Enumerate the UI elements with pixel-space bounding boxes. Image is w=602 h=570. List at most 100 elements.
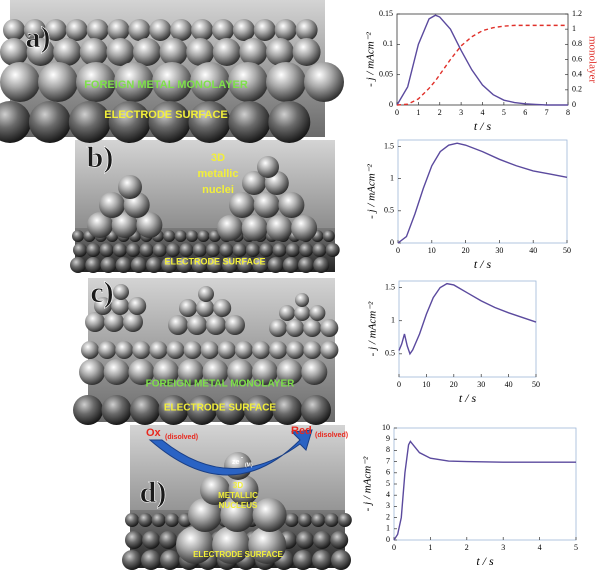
sphere (0, 101, 31, 143)
sphere (146, 257, 162, 273)
sphere (126, 243, 141, 257)
sphere (197, 230, 210, 242)
sphere (38, 62, 78, 102)
sphere (212, 19, 234, 41)
panel-label: b) (87, 141, 114, 174)
image-text: (M) (245, 462, 253, 468)
sphere (87, 212, 113, 238)
sphere (337, 513, 352, 527)
y2-axis-label: monolayer (586, 36, 598, 83)
y-tick-label: 0 (390, 238, 394, 247)
image-text: FOREIGN METAL MONOLAYER (84, 79, 248, 91)
sphere (215, 395, 246, 425)
sphere (298, 257, 314, 273)
x-tick-label: 10 (422, 380, 430, 389)
sphere (85, 257, 102, 273)
panel-label: c) (90, 276, 113, 309)
sphere (284, 513, 299, 527)
sphere (166, 341, 185, 359)
sphere (188, 498, 222, 532)
sphere (115, 341, 134, 359)
x-axis-label: t / s (474, 119, 492, 133)
sphere (122, 550, 142, 570)
sphere (112, 243, 127, 257)
sphere (158, 395, 189, 425)
y-tick-label: 6 (386, 468, 390, 477)
x-tick-label: 40 (505, 380, 513, 389)
sphere (217, 341, 236, 359)
sphere (111, 212, 138, 238)
sphere (108, 101, 151, 143)
sphere (104, 312, 124, 332)
sphere (312, 550, 332, 570)
sphere (295, 19, 318, 41)
sphere (200, 341, 219, 359)
x-tick-label: 0 (392, 543, 396, 552)
sphere (163, 230, 176, 242)
sphere (3, 19, 25, 41)
image-text: Ox (146, 427, 162, 439)
sphere (79, 38, 108, 66)
x-tick-label: 10 (428, 246, 436, 255)
sphere (179, 299, 197, 317)
y-tick-label: 0 (386, 535, 390, 544)
sphere (294, 305, 311, 321)
sphere (68, 101, 111, 143)
sphere (295, 293, 309, 307)
y-axis-label: - j / mAcm⁻² (365, 31, 377, 86)
sphere (186, 230, 198, 242)
x-axis-label: t / s (459, 391, 477, 405)
sphere (293, 550, 313, 570)
x-tick-label: 4 (538, 543, 542, 552)
sphere (279, 305, 295, 321)
sphere (297, 513, 312, 527)
y-tick-label: 1 (390, 173, 394, 182)
image-text: - (241, 456, 243, 462)
x-tick-label: 8 (566, 108, 570, 117)
sphere (113, 284, 129, 300)
y2-tick-label: 0.4 (572, 69, 582, 78)
image-text: (disolved) (165, 434, 198, 441)
sphere (152, 62, 192, 102)
sphere (228, 475, 259, 505)
sphere (101, 395, 132, 425)
sphere (192, 243, 207, 257)
x-tick-label: 3 (459, 108, 463, 117)
sphere (241, 215, 268, 241)
y-tick-label: 1 (391, 316, 395, 325)
sphere (177, 359, 204, 385)
sphere (164, 513, 179, 527)
sphere (330, 531, 349, 549)
sphere (94, 297, 112, 315)
sphere (312, 243, 327, 257)
x-tick-label: 2 (465, 543, 469, 552)
sphere (229, 192, 255, 218)
plot-frame (397, 139, 568, 244)
y-tick-label: 4 (386, 490, 390, 499)
sphere (148, 101, 191, 143)
image-text: (disolved) (315, 432, 348, 439)
sphere (70, 257, 86, 273)
plot-frame (398, 280, 537, 378)
sphere (301, 395, 331, 425)
sphere (313, 257, 330, 273)
sphere (191, 19, 214, 41)
sphere (73, 395, 103, 425)
y-tick-label: 1.5 (384, 141, 394, 150)
sphere (217, 215, 243, 241)
data-line (398, 282, 537, 356)
x-tick-label: 0 (396, 246, 400, 255)
sphere (174, 230, 187, 242)
sphere (272, 395, 303, 425)
sphere (252, 498, 287, 532)
plot-frame (393, 427, 577, 541)
sphere (252, 341, 270, 359)
image-text: metallic (198, 168, 239, 180)
sphere (99, 192, 125, 218)
sphere (85, 312, 105, 332)
y-tick-label: 1 (386, 524, 390, 533)
sphere (0, 62, 40, 102)
sphere (159, 531, 178, 549)
sphere (138, 513, 153, 527)
sphere (141, 550, 161, 570)
